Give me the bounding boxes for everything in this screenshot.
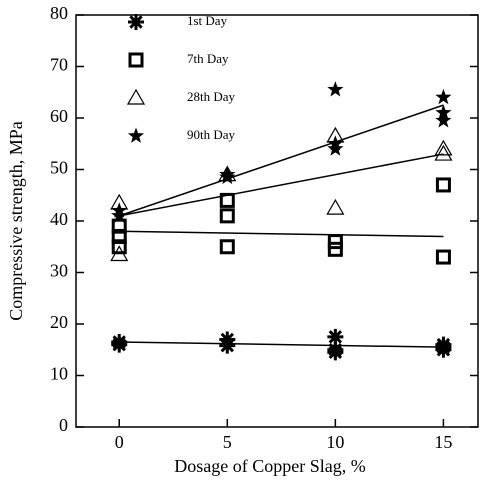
marker-star (127, 127, 145, 143)
marker-square (219, 208, 235, 224)
x-tick-label: 15 (434, 432, 452, 452)
marker-star (327, 81, 344, 97)
marker-star (327, 135, 344, 151)
plot-frame (75, 14, 479, 428)
marker-star (435, 104, 452, 120)
marker-asterisk (219, 337, 236, 354)
y-tick-label: 70 (50, 55, 68, 75)
marker-asterisk (435, 339, 452, 356)
marker-asterisk (327, 344, 344, 361)
y-axis-label: Compressive strength, MPa (6, 121, 26, 321)
trend-line (119, 230, 444, 238)
y-tick-label: 0 (59, 415, 68, 435)
x-tick-label: 10 (326, 432, 344, 452)
marker-triangle (110, 245, 129, 262)
legend-label: 28th Day (187, 89, 236, 104)
marker-triangle (326, 198, 345, 215)
marker-star (435, 88, 452, 105)
marker-square (219, 239, 235, 255)
marker-star (327, 140, 344, 156)
marker-square (327, 234, 343, 250)
y-tick-label: 60 (50, 106, 68, 126)
x-tick-label: 0 (115, 432, 124, 452)
trend-line (119, 153, 444, 217)
marker-square (219, 192, 235, 208)
marker-triangle (434, 144, 453, 161)
marker-square (128, 52, 144, 68)
y-tick-label: 30 (50, 261, 68, 281)
marker-square (111, 239, 127, 255)
marker-square (111, 228, 127, 244)
marker-star (219, 168, 236, 185)
marker-square (435, 177, 451, 193)
marker-triangle (126, 88, 146, 105)
x-tick-label: 5 (223, 432, 232, 452)
marker-square (111, 218, 127, 234)
x-axis-label: Dosage of Copper Slag, % (174, 456, 365, 476)
marker-asterisk (327, 328, 344, 345)
marker-triangle (434, 139, 453, 156)
marker-asterisk (128, 14, 144, 30)
legend-label: 90th Day (187, 127, 236, 142)
y-tick-label: 20 (50, 312, 68, 332)
legend-label: 1st Day (187, 13, 228, 28)
y-tick-label: 10 (50, 364, 68, 384)
y-tick-label: 80 (50, 3, 68, 23)
marker-star (111, 207, 128, 223)
marker-star (435, 112, 452, 128)
legend-label: 7th Day (187, 51, 229, 66)
trend-line (119, 341, 444, 348)
marker-square (327, 241, 343, 257)
y-tick-label: 50 (50, 158, 68, 178)
marker-square (435, 249, 451, 265)
y-tick-label: 40 (50, 209, 68, 229)
marker-asterisk (111, 336, 128, 353)
trend-line (118, 104, 444, 217)
